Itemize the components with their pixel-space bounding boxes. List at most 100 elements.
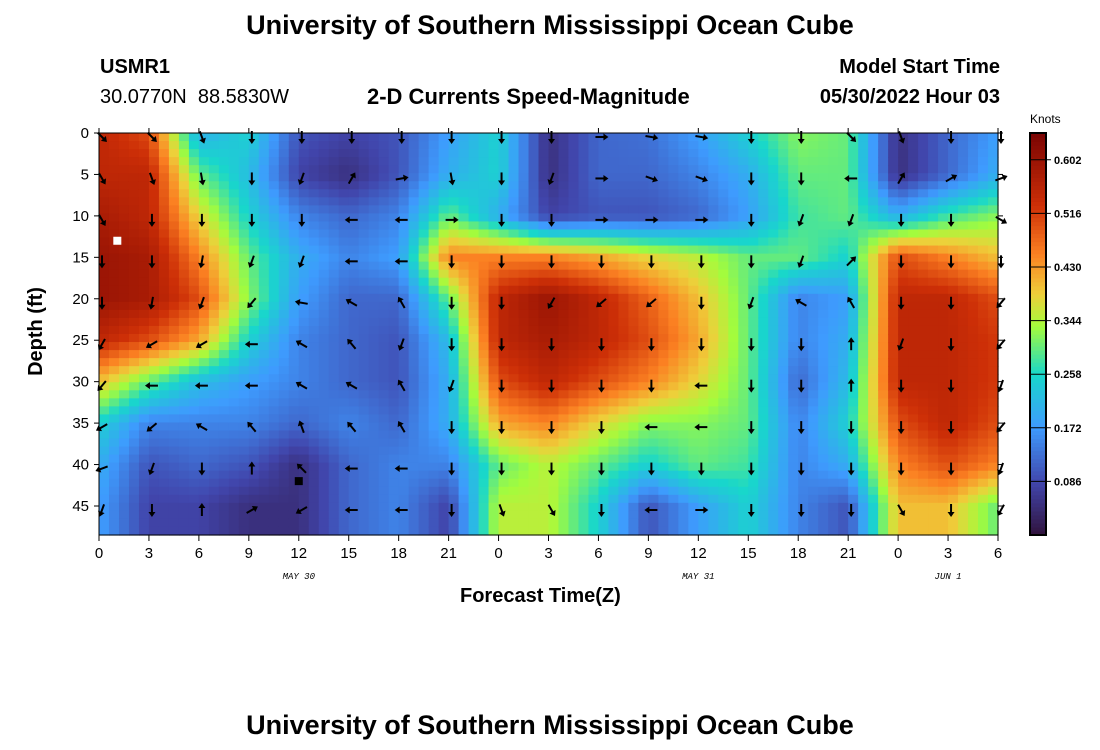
heatmap-cell bbox=[398, 229, 410, 239]
heatmap-cell bbox=[308, 454, 320, 464]
heatmap-cell bbox=[268, 141, 280, 150]
current-arrow bbox=[248, 213, 256, 227]
heatmap-cell bbox=[348, 366, 360, 375]
heatmap-cell bbox=[588, 502, 600, 512]
heatmap-cell bbox=[348, 165, 360, 174]
heatmap-cell bbox=[618, 221, 630, 231]
heatmap-cell bbox=[658, 285, 669, 295]
heatmap-cell bbox=[368, 494, 380, 504]
heatmap-cell bbox=[318, 478, 330, 488]
heatmap-cell bbox=[338, 470, 350, 480]
heatmap-cell bbox=[288, 398, 300, 407]
heatmap-cell bbox=[698, 205, 709, 214]
heatmap-cell bbox=[288, 502, 300, 512]
heatmap-cell bbox=[578, 350, 590, 359]
heatmap-cell bbox=[378, 301, 390, 311]
current-arrow bbox=[448, 255, 456, 269]
heatmap-cell bbox=[208, 165, 220, 174]
heatmap-cell bbox=[408, 358, 420, 367]
heatmap-cell bbox=[848, 334, 859, 343]
heatmap-cell bbox=[668, 502, 679, 512]
arrow-head bbox=[797, 429, 805, 435]
heatmap-cell bbox=[848, 494, 859, 504]
heatmap-cell bbox=[558, 366, 570, 375]
heatmap-cell bbox=[978, 382, 989, 391]
heatmap-cell bbox=[928, 285, 939, 295]
current-arrow bbox=[448, 338, 456, 352]
heatmap-cell bbox=[988, 454, 999, 464]
heatmap-cell bbox=[518, 334, 530, 343]
heatmap-cell bbox=[208, 502, 220, 512]
heatmap-cell bbox=[868, 237, 879, 247]
heatmap-cell bbox=[698, 173, 709, 182]
heatmap-cell bbox=[698, 358, 709, 367]
arrow-head bbox=[244, 340, 250, 348]
heatmap-cell bbox=[808, 382, 819, 391]
heatmap-cell bbox=[368, 350, 380, 359]
heatmap-cell bbox=[928, 261, 939, 271]
heatmap-cell bbox=[448, 334, 460, 343]
heatmap-cell bbox=[338, 277, 350, 287]
heatmap-cell bbox=[228, 446, 240, 456]
heatmap-cell bbox=[328, 414, 340, 424]
heatmap-cell bbox=[118, 358, 130, 367]
heatmap-cell bbox=[748, 197, 759, 206]
heatmap-cell bbox=[658, 149, 669, 158]
heatmap-cell bbox=[908, 285, 919, 295]
arrow-head bbox=[397, 296, 404, 303]
heatmap-cell bbox=[418, 366, 430, 375]
heatmap-cell bbox=[638, 502, 649, 512]
current-arrow bbox=[847, 421, 855, 435]
heatmap-cell bbox=[318, 301, 330, 311]
heatmap-cell bbox=[778, 446, 789, 456]
heatmap-cell bbox=[348, 213, 360, 223]
heatmap-cell bbox=[788, 526, 799, 536]
heatmap-cell bbox=[448, 173, 460, 182]
heatmap-cell bbox=[468, 342, 480, 351]
heatmap-cell bbox=[858, 430, 869, 440]
heatmap-cell bbox=[848, 350, 859, 359]
heatmap-cell bbox=[838, 470, 849, 480]
heatmap-cell bbox=[99, 293, 110, 303]
heatmap-cell bbox=[628, 237, 639, 247]
heatmap-cell bbox=[568, 382, 580, 391]
heatmap-cell bbox=[568, 510, 580, 520]
heatmap-cell bbox=[308, 149, 320, 158]
heatmap-cell bbox=[638, 253, 649, 263]
heatmap-cell bbox=[498, 165, 510, 174]
heatmap-cell bbox=[438, 414, 450, 424]
heatmap-cell bbox=[698, 253, 709, 263]
heatmap-cell bbox=[498, 478, 510, 488]
heatmap-cell bbox=[508, 406, 520, 415]
heatmap-cell bbox=[498, 237, 510, 247]
heatmap-cell bbox=[638, 374, 649, 383]
current-arrow bbox=[547, 297, 556, 309]
heatmap-cell bbox=[638, 173, 649, 182]
heatmap-cell bbox=[388, 406, 400, 415]
heatmap-cell bbox=[398, 430, 410, 440]
heatmap-cell bbox=[428, 261, 440, 271]
heatmap-cell bbox=[288, 133, 300, 142]
heatmap-cell bbox=[848, 430, 859, 440]
heatmap-cell bbox=[378, 149, 390, 158]
heatmap-cell bbox=[908, 213, 919, 223]
heatmap-cell bbox=[558, 237, 570, 247]
heatmap-cell bbox=[508, 157, 520, 166]
heatmap-cell bbox=[298, 301, 310, 311]
heatmap-cell bbox=[848, 285, 859, 295]
heatmap-cell bbox=[448, 141, 460, 150]
heatmap-cell bbox=[668, 317, 679, 327]
heatmap-cell bbox=[718, 486, 729, 496]
heatmap-cell bbox=[258, 317, 270, 327]
current-arrow bbox=[498, 338, 506, 352]
current-arrow bbox=[447, 379, 455, 393]
heatmap-cell bbox=[768, 382, 779, 391]
heatmap-cell bbox=[958, 133, 969, 142]
heatmap-cell bbox=[198, 358, 210, 367]
heatmap-cell bbox=[798, 221, 809, 231]
heatmap-cell bbox=[918, 438, 929, 448]
heatmap-cell bbox=[898, 390, 909, 399]
heatmap-cell bbox=[318, 510, 330, 520]
heatmap-cell bbox=[548, 430, 560, 440]
heatmap-cell bbox=[328, 229, 340, 239]
